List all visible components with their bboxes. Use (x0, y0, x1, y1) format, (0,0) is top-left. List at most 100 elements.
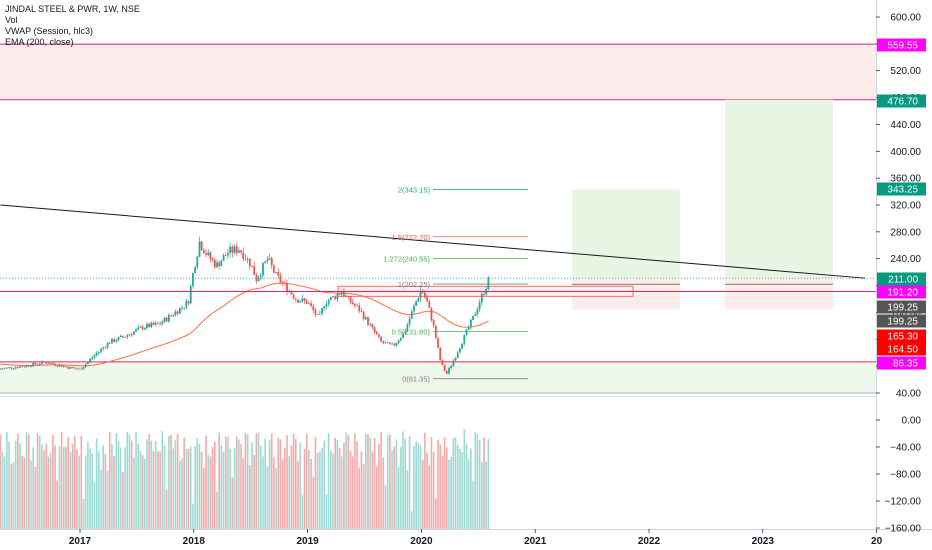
volume-bar (384, 485, 387, 529)
symbol-title[interactable]: JINDAL STEEL & PWR, 1W, NSE (5, 4, 140, 14)
candle-body (45, 362, 48, 364)
volume-bar (448, 459, 450, 529)
volume-bar (43, 450, 45, 529)
resistance-zone[interactable] (0, 44, 876, 100)
candle-body (16, 367, 19, 369)
volume-bar (56, 480, 59, 529)
volume-bar (426, 452, 428, 529)
candle-body (391, 343, 393, 345)
volume-bar (249, 465, 251, 529)
candle-body (334, 296, 337, 299)
candle-body (237, 250, 240, 253)
candle-body (128, 334, 131, 336)
volume-bar (476, 433, 479, 529)
volume-bar (382, 457, 385, 529)
price-label-text: 191.20 (887, 288, 918, 299)
time-tick-label: 20 (871, 536, 883, 547)
volume-bar (360, 451, 363, 529)
volume-bar (419, 445, 422, 529)
candle-body (255, 274, 258, 282)
volume-bar (106, 470, 109, 529)
support-zone[interactable] (0, 361, 876, 394)
candle-body (89, 358, 91, 362)
candle-body (229, 246, 232, 253)
volume-bar (205, 435, 207, 529)
candles-layer (0, 236, 490, 375)
candle-body (472, 315, 474, 320)
candle-body (358, 305, 361, 312)
volume-bar (214, 442, 216, 529)
volume-bar (277, 437, 280, 529)
volume-bar (461, 452, 463, 529)
long-position-target-2[interactable] (725, 99, 833, 279)
candle-body (286, 282, 288, 292)
volume-bar (310, 458, 312, 529)
volume-bar (316, 452, 319, 529)
legend-ema[interactable]: EMA (200, close) (5, 37, 74, 47)
price-label-text: 86.35 (893, 359, 918, 370)
volume-bar (21, 455, 24, 529)
volume-bar (207, 454, 210, 529)
long-position-target-1[interactable] (572, 189, 680, 279)
candle-body (318, 313, 321, 315)
candle-body (410, 311, 413, 319)
candle-body (6, 367, 8, 369)
volume-bar (393, 446, 396, 529)
ema-200-line[interactable] (0, 282, 489, 367)
volume-bar (38, 436, 41, 529)
candle-body (163, 317, 166, 323)
time-tick-label: 2021 (524, 536, 547, 547)
trendline[interactable] (0, 204, 866, 279)
candle-body (281, 282, 284, 283)
candle-body (200, 241, 203, 250)
candle-body (450, 365, 453, 369)
volume-bar (325, 494, 328, 529)
candle-body (76, 368, 78, 370)
candle-body (86, 361, 89, 364)
volume-bar (281, 459, 284, 529)
long-position-stop-2[interactable] (725, 278, 833, 309)
volume-bar (152, 451, 155, 529)
legend-vwap[interactable]: VWAP (Session, hlc3) (5, 26, 94, 36)
candle-body (290, 290, 293, 295)
volume-bar (354, 433, 356, 529)
candle-body (73, 367, 76, 369)
volume-bar (343, 442, 345, 529)
candle-body (312, 306, 315, 311)
candle-body (443, 364, 446, 371)
candle-body (360, 311, 363, 313)
price-label-text: 165.30 (887, 332, 918, 343)
candle-body (351, 302, 354, 305)
volume-bar (30, 460, 32, 529)
candle-body (480, 293, 483, 303)
volume-bar (189, 446, 192, 529)
candle-body (347, 295, 350, 297)
volume-bar (246, 434, 249, 529)
candle-body (161, 322, 164, 325)
volume-bar (209, 456, 212, 529)
candle-body (233, 246, 236, 253)
candle-body (213, 259, 216, 268)
candle-body (270, 257, 273, 266)
price-tick-label: 400.00 (890, 147, 921, 158)
volume-bar (211, 447, 214, 529)
volume-bar (172, 448, 175, 529)
volume-bar (14, 440, 17, 529)
legend-volume[interactable]: Vol (5, 15, 18, 25)
volume-bar (242, 458, 245, 529)
candle-body (91, 357, 94, 359)
price-tick-label: 240.00 (890, 254, 921, 265)
candle-body (378, 334, 380, 337)
candle-body (404, 331, 407, 334)
price-label-box (877, 314, 926, 328)
candle-body (408, 318, 411, 325)
candle-body (452, 360, 455, 366)
volume-bar (314, 437, 317, 529)
candle-body (27, 365, 30, 367)
candle-body (299, 301, 302, 303)
time-axis[interactable]: 2017 2018 2019 2020 2021 2022 2023 20 (69, 529, 883, 547)
candle-body (373, 327, 376, 332)
volume-bar (297, 460, 299, 529)
candle-body (148, 323, 151, 328)
